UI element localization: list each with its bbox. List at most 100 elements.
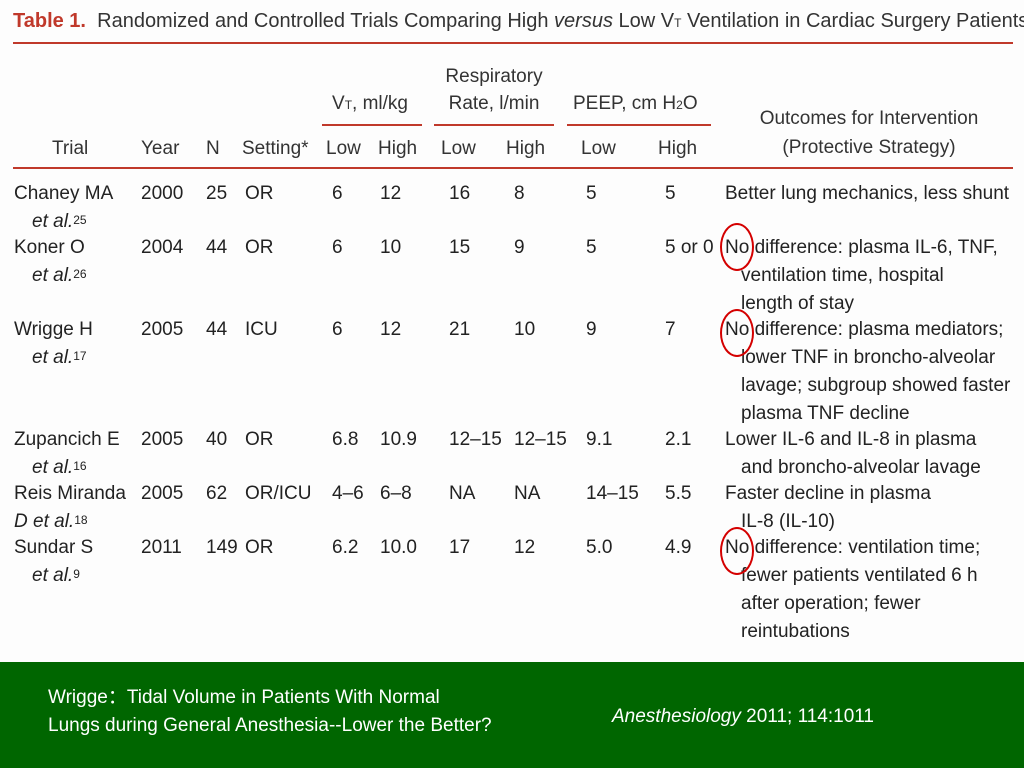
cell-setting: OR/ICU	[245, 483, 312, 504]
col-rr-low: Low	[441, 138, 476, 159]
peep-group-rule	[567, 124, 711, 126]
cell-n: 40	[206, 429, 228, 450]
header-peep: PEEP, cm H2O	[573, 93, 698, 114]
col-trial: Trial	[52, 138, 89, 159]
cell-year: 2005	[141, 319, 184, 340]
cell-rr-high: 9	[514, 237, 525, 258]
outcome-line: ventilation time, hospital	[741, 265, 944, 286]
cell-rr-high: 12	[514, 537, 536, 558]
outcome-line: Lower IL-6 and IL-8 in plasma	[725, 429, 977, 450]
cell-rr-low: 12–15	[449, 429, 502, 450]
highlight-circle	[720, 223, 754, 271]
cell-year: 2004	[141, 237, 184, 258]
cell-rr-low: 15	[449, 237, 471, 258]
outcome-line: reintubations	[741, 621, 850, 642]
cell-vt-low: 6	[332, 319, 343, 340]
cell-vt-low: 6	[332, 237, 343, 258]
col-vt-high: High	[378, 138, 418, 159]
cell-peep-high: 5.5	[665, 483, 692, 504]
cell-vt-high: 10	[380, 237, 402, 258]
trial-name: Zupancich E	[14, 429, 120, 450]
cell-rr-low: 16	[449, 183, 471, 204]
outcome-line: and broncho-alveolar lavage	[741, 457, 981, 478]
cell-setting: OR	[245, 429, 274, 450]
citation-journal: Anesthesiology	[612, 706, 741, 727]
slide-footer: Wrigge：Tidal Volume in Patients With Nor…	[0, 662, 1024, 768]
cell-vt-high: 6–8	[380, 483, 412, 504]
citation-details: 2011; 114:1011	[740, 706, 874, 727]
highlight-circle	[720, 309, 754, 357]
outcome-line: lower TNF in broncho-alveolar	[741, 347, 996, 368]
outcome-line: plasma TNF decline	[741, 403, 910, 424]
cell-setting: OR	[245, 183, 274, 204]
cell-rr-high: 12–15	[514, 429, 567, 450]
trial-etal: et al.9	[32, 562, 80, 590]
cell-vt-high: 12	[380, 183, 402, 204]
cell-peep-low: 9.1	[586, 429, 613, 450]
cell-vt-high: 10.0	[380, 537, 417, 558]
cell-setting: ICU	[245, 319, 278, 340]
cell-rr-low: 21	[449, 319, 471, 340]
cell-rr-high: 10	[514, 319, 536, 340]
title-versus: versus	[554, 10, 613, 32]
header-rule	[13, 167, 1013, 169]
cell-peep-high: 7	[665, 319, 676, 340]
cell-peep-low: 14–15	[586, 483, 639, 504]
trial-etal-text: et al.	[32, 347, 74, 368]
footer-citation: Anesthesiology 2011; 114:1011	[612, 706, 874, 728]
trial-etal: et al.17	[32, 344, 87, 372]
trial-name: Sundar S	[14, 537, 94, 558]
trial-name: Wrigge H	[14, 319, 93, 340]
cell-peep-low: 5.0	[586, 537, 613, 558]
title-part-b: Low V	[612, 10, 675, 32]
col-n: N	[206, 138, 220, 159]
col-peep-low: Low	[581, 138, 616, 159]
cell-peep-high: 2.1	[665, 429, 692, 450]
trial-etal: et al.16	[32, 454, 87, 482]
cell-setting: OR	[245, 537, 274, 558]
cell-peep-low: 5	[586, 183, 597, 204]
col-rr-high: High	[506, 138, 546, 159]
trial-etal: et al.26	[32, 262, 87, 290]
cell-peep-high: 4.9	[665, 537, 692, 558]
cell-rr-high: 8	[514, 183, 525, 204]
trial-reference: 26	[73, 267, 87, 281]
cell-vt-low: 6.8	[332, 429, 359, 450]
outcome-line: lavage; subgroup showed faster	[741, 375, 1011, 396]
outcome-line: No difference: plasma IL-6, TNF,	[725, 237, 998, 258]
outcome-line: length of stay	[741, 293, 855, 314]
outcome-line: fewer patients ventilated 6 h	[741, 565, 978, 586]
col-setting: Setting*	[242, 138, 309, 159]
cell-n: 149	[206, 537, 238, 558]
header-rr: Respiratory Rate, l/min	[445, 66, 543, 114]
cell-n: 44	[206, 319, 228, 340]
cell-year: 2005	[141, 483, 184, 504]
cell-vt-low: 4–6	[332, 483, 364, 504]
trial-etal-text: et al.	[32, 457, 74, 478]
table-title: Table 1. Randomized and Controlled Trial…	[13, 10, 1024, 33]
trial-name: Reis Miranda	[14, 483, 126, 504]
cell-vt-high: 12	[380, 319, 402, 340]
trial-etal-text: et al.	[32, 565, 74, 586]
trial-reference: 17	[73, 349, 87, 363]
cell-peep-high: 5 or 0	[665, 237, 714, 258]
cell-peep-low: 5	[586, 237, 597, 258]
title-part-c: Ventilation in Cardiac Surgery Patients	[681, 10, 1024, 32]
cell-n: 25	[206, 183, 228, 204]
vt-group-rule	[322, 124, 422, 126]
footer-line-2: Lungs during General Anesthesia--Lower t…	[48, 715, 492, 736]
outcome-line: IL-8 (IL-10)	[741, 511, 835, 532]
trial-name: Koner O	[14, 237, 85, 258]
title-part-a: Randomized and Controlled Trials Compari…	[97, 10, 555, 32]
outcome-line: Faster decline in plasma	[725, 483, 931, 504]
trial-reference: 18	[74, 513, 88, 527]
trial-etal: D et al.18	[14, 508, 88, 536]
trial-reference: 25	[73, 213, 87, 227]
cell-rr-high: NA	[514, 483, 541, 504]
top-rule	[13, 42, 1013, 44]
outcome-line: No difference: plasma mediators;	[725, 319, 1004, 340]
col-year: Year	[141, 138, 180, 159]
cell-vt-high: 10.9	[380, 429, 417, 450]
outcome-line: Better lung mechanics, less shunt	[725, 183, 1010, 204]
cell-n: 62	[206, 483, 228, 504]
